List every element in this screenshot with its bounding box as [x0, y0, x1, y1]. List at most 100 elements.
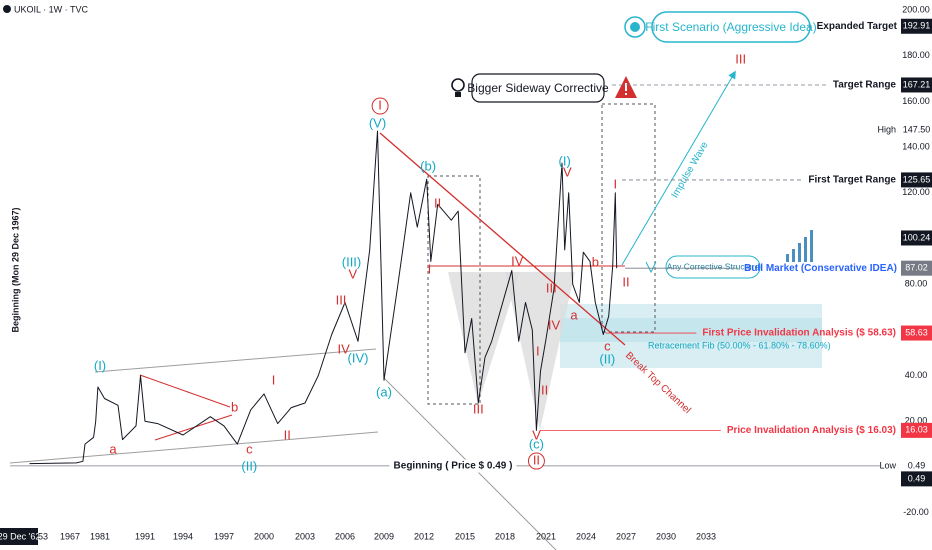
wave-label: IV — [511, 253, 524, 268]
wave-label: I — [536, 344, 540, 359]
price-box-label: 100.24 — [903, 232, 931, 242]
x-tick-label: 1994 — [173, 531, 193, 541]
price-box — [901, 325, 932, 341]
wave-label: (V) — [369, 115, 386, 130]
price-box — [901, 77, 932, 93]
wave-label: (I) — [94, 358, 106, 373]
level-text: First Price Invalidation Analysis ($ 58.… — [702, 328, 896, 339]
y-tick-label: 120.00 — [902, 187, 930, 197]
wave-label: II — [541, 382, 548, 397]
level-text: Price Invalidation Analysis ($ 16.03) — [727, 425, 896, 436]
price-box — [901, 260, 932, 276]
wave-label: V — [532, 427, 541, 442]
x-tick-label: 53 — [38, 531, 48, 541]
wave-label: I — [272, 373, 276, 388]
wave-label: (III) — [342, 254, 362, 269]
wave-label: b — [231, 399, 238, 414]
y-tick-label: 200.00 — [902, 4, 930, 14]
wave-label: II — [533, 452, 540, 467]
price-box-label: 16.03 — [905, 425, 928, 435]
check-mark — [645, 261, 657, 274]
price-box-label: 125.65 — [903, 174, 931, 184]
x-tick-label: 1991 — [135, 531, 155, 541]
level-tag: Low — [879, 460, 896, 470]
plot-area — [29, 130, 618, 465]
x-tick-label: 2024 — [576, 531, 596, 541]
y-tick-label: 140.00 — [902, 142, 930, 152]
wave-label: b — [592, 254, 599, 269]
price-bg — [901, 122, 932, 138]
price-box — [901, 172, 932, 188]
x-tick-label: 2000 — [254, 531, 274, 541]
wave-label: V — [348, 267, 357, 282]
wave-label: II — [622, 275, 629, 290]
symbol-icon — [3, 5, 11, 13]
x-tick-label: 2033 — [696, 531, 716, 541]
price-box-label: 192.91 — [903, 21, 931, 31]
y-tick-label: 20.00 — [905, 416, 928, 426]
price-box-label: 58.63 — [905, 327, 928, 337]
sideway-box — [471, 73, 605, 103]
level-text-bg — [389, 459, 517, 473]
wave-label: c — [604, 338, 611, 353]
wave-label: II — [434, 195, 441, 210]
x-tick-label: 1997 — [214, 531, 234, 541]
target-icon — [624, 16, 646, 38]
x-tick-label: 2030 — [656, 531, 676, 541]
wave-label: IV — [548, 317, 561, 332]
wave-label: I — [614, 176, 618, 191]
bulb-icon — [451, 78, 465, 97]
impulse-arrow — [621, 70, 736, 266]
x-tick-label: 2012 — [414, 531, 434, 541]
wave-label: III — [546, 280, 557, 295]
wave-circle — [371, 97, 389, 115]
x-tick-label: 2006 — [335, 531, 355, 541]
wave-label: (I) — [559, 153, 571, 168]
price-box — [901, 18, 932, 34]
scenario-box — [651, 11, 811, 43]
wave-label: I — [428, 261, 432, 276]
price-bg — [901, 458, 932, 474]
wave-label: I — [378, 97, 382, 112]
y-tick-label: -20.00 — [903, 507, 929, 517]
wave-label: III — [336, 293, 347, 308]
level-text: Expanded Target — [817, 21, 898, 32]
fib-label: Retracement Fib (50.00% - 61.80% - 78.60… — [648, 340, 831, 350]
price-line — [29, 130, 618, 465]
y-tick-label: 160.00 — [902, 96, 930, 106]
crosshair-label: 29 Dec '62 — [0, 531, 40, 541]
y-tick-label: 40.00 — [905, 370, 928, 380]
dashed-box — [601, 103, 656, 333]
x-tick-label: 1981 — [90, 531, 110, 541]
price-box — [901, 422, 932, 438]
wave-label: (a) — [376, 384, 392, 399]
wave-label: (c) — [529, 436, 544, 451]
channel-line — [9, 431, 379, 464]
wave-label: III — [473, 401, 484, 416]
wave-label: a — [570, 307, 578, 322]
price-box-label: 0.49 — [908, 473, 926, 483]
price-label: 147.50 — [903, 124, 931, 134]
x-tick-label: 2018 — [495, 531, 515, 541]
wave-label: a — [109, 441, 117, 456]
level-text: First Target Range — [808, 175, 896, 186]
wave-circle — [527, 452, 545, 470]
wave-label: (II) — [241, 458, 257, 473]
x-tick-label: 2009 — [374, 531, 394, 541]
bars-icon — [786, 230, 813, 262]
scenario-text: First Scenario (Aggressive Idea) — [645, 20, 816, 34]
level-text: Bull Market (Conservative IDEA) — [744, 263, 897, 274]
corrective-box — [665, 255, 761, 279]
x-tick-label: 2003 — [295, 531, 315, 541]
level-tag: High — [877, 124, 896, 134]
wave-label: II — [284, 427, 291, 442]
y-tick-label: 180.00 — [902, 50, 930, 60]
price-label: 0.49 — [908, 460, 926, 470]
fib-band — [560, 318, 822, 342]
x-tick-label: 2027 — [616, 531, 636, 541]
sideway-text: Bigger Sideway Corrective — [467, 81, 609, 95]
corrective-text: Any Corrective Structure — [667, 261, 760, 271]
crosshair-box — [0, 528, 38, 545]
price-box-label: 167.21 — [903, 79, 931, 89]
